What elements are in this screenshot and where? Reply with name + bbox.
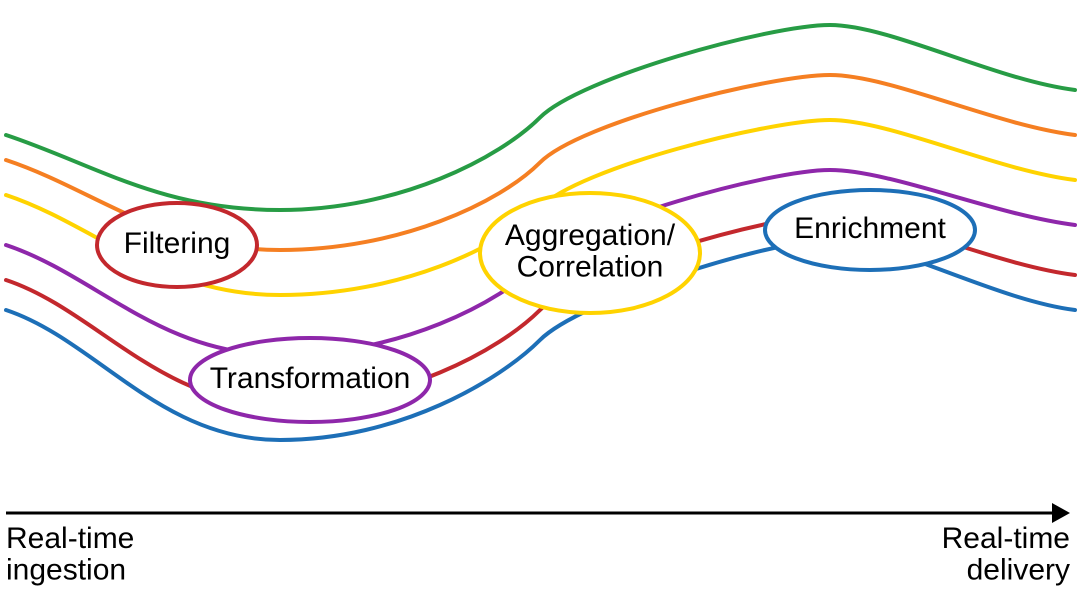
axis-arrowhead xyxy=(1052,503,1070,523)
node-transformation: Transformation xyxy=(190,338,430,422)
node-enrichment-label: Enrichment xyxy=(794,212,946,245)
node-filtering: Filtering xyxy=(97,203,257,287)
node-transformation-label: Transformation xyxy=(210,362,411,395)
axis-layer: Real-timeingestionReal-timedelivery xyxy=(6,503,1070,587)
axis-left-label: ingestion xyxy=(6,554,126,587)
node-filtering-label: Filtering xyxy=(124,227,231,260)
axis-left-label: Real-time xyxy=(6,522,134,555)
axis-right-label: delivery xyxy=(967,554,1070,587)
axis-right-label: Real-time xyxy=(942,522,1070,555)
nodes-layer: Filtering Transformation Aggregation/Corre… xyxy=(97,190,975,422)
node-aggregation-label: Aggregation/ xyxy=(505,219,676,252)
node-aggregation: Aggregation/Correlation xyxy=(480,193,700,313)
node-enrichment: Enrichment xyxy=(765,190,975,270)
node-aggregation-label: Correlation xyxy=(517,251,664,284)
stream-green xyxy=(6,25,1075,210)
diagram: Filtering Transformation Aggregation/Corre… xyxy=(0,0,1081,595)
